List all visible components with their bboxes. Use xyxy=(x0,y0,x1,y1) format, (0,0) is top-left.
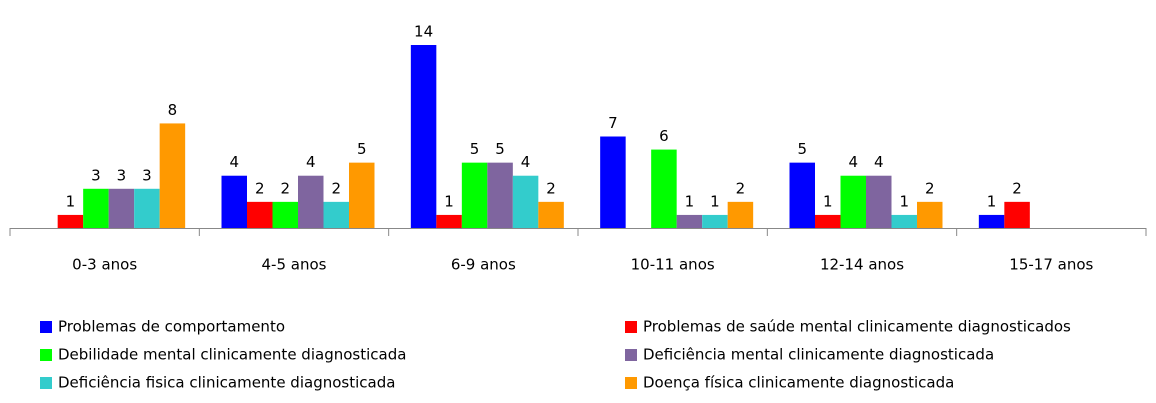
legend-label: Deficiência mental clinicamente diagnost… xyxy=(643,346,994,364)
bar xyxy=(487,162,513,228)
data-label: 4 xyxy=(874,153,884,171)
data-label: 3 xyxy=(142,166,152,184)
data-label: 8 xyxy=(168,101,178,119)
bar xyxy=(702,214,728,228)
bar xyxy=(349,162,375,228)
legend-label: Debilidade mental clinicamente diagnosti… xyxy=(58,346,406,364)
x-tick-label: 12-14 anos xyxy=(820,256,904,274)
data-label: 2 xyxy=(331,179,341,197)
data-label: 1 xyxy=(899,192,909,210)
data-label: 1 xyxy=(444,192,454,210)
data-label: 4 xyxy=(229,153,239,171)
bar xyxy=(815,214,841,228)
legend-swatch xyxy=(625,377,637,389)
bar xyxy=(298,175,324,228)
data-label: 1 xyxy=(710,192,720,210)
data-label: 2 xyxy=(1012,179,1022,197)
legend-label: Problemas de saúde mental clinicamente d… xyxy=(643,318,1071,336)
data-label: 2 xyxy=(736,179,746,197)
bar xyxy=(159,123,186,228)
bar xyxy=(134,188,160,228)
data-label: 5 xyxy=(357,140,367,158)
bar xyxy=(727,201,754,228)
bar xyxy=(917,201,943,228)
data-label: 1 xyxy=(685,192,695,210)
bar xyxy=(1004,201,1030,228)
bar xyxy=(221,175,247,228)
bar xyxy=(676,214,703,228)
data-label: 2 xyxy=(280,179,290,197)
data-label: 6 xyxy=(659,127,669,145)
x-tick-label: 4-5 anos xyxy=(262,256,327,274)
x-tick-label: 15-17 anos xyxy=(1009,256,1093,274)
data-label: 3 xyxy=(91,166,101,184)
bar xyxy=(866,175,892,228)
legend-swatch xyxy=(625,321,637,333)
legend-swatch xyxy=(40,321,52,333)
bar xyxy=(108,188,135,228)
legend-swatch xyxy=(40,377,52,389)
bar xyxy=(410,45,437,228)
data-label: 1 xyxy=(987,192,997,210)
bar xyxy=(538,201,564,228)
legend-label: Deficiência fisica clinicamente diagnost… xyxy=(58,374,395,392)
bar xyxy=(57,214,84,228)
bar xyxy=(83,188,109,228)
data-label: 2 xyxy=(546,179,556,197)
bar xyxy=(436,214,462,228)
data-label: 5 xyxy=(470,140,480,158)
x-tick-label: 10-11 anos xyxy=(631,256,715,274)
data-label: 1 xyxy=(66,192,76,210)
data-label: 4 xyxy=(306,153,316,171)
data-label: 7 xyxy=(608,114,618,132)
data-label: 5 xyxy=(495,140,505,158)
x-tick-label: 6-9 anos xyxy=(451,256,516,274)
bar xyxy=(789,162,815,228)
legend-label: Doença física clinicamente diagnosticada xyxy=(643,374,954,392)
legend-label: Problemas de comportamento xyxy=(58,318,285,336)
data-label: 4 xyxy=(521,153,531,171)
x-tick-label: 0-3 anos xyxy=(72,256,137,274)
bar xyxy=(323,201,349,228)
data-label: 1 xyxy=(823,192,833,210)
legend-swatch xyxy=(40,349,52,361)
bar xyxy=(461,162,488,228)
data-label: 14 xyxy=(414,23,433,41)
bar xyxy=(651,149,677,228)
bar xyxy=(978,214,1005,228)
bar xyxy=(247,201,273,228)
bar xyxy=(272,201,298,228)
bar xyxy=(512,175,539,228)
data-label: 2 xyxy=(255,179,265,197)
data-label: 5 xyxy=(797,140,807,158)
bar xyxy=(891,214,917,228)
bar xyxy=(840,175,866,228)
data-label: 2 xyxy=(925,179,935,197)
data-label: 3 xyxy=(117,166,127,184)
data-label: 4 xyxy=(848,153,858,171)
bar xyxy=(600,136,626,228)
legend-swatch xyxy=(625,349,637,361)
